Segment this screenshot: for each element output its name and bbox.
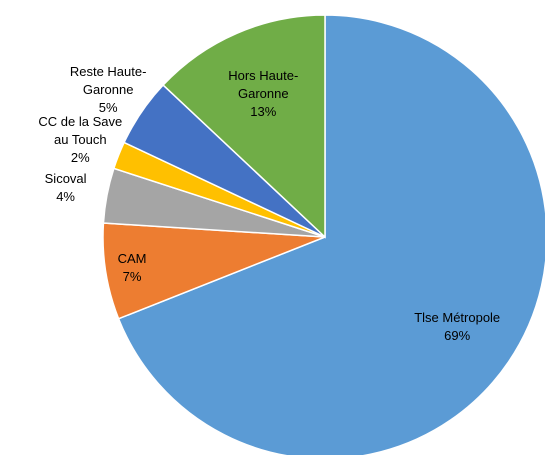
value-label: 13% xyxy=(250,104,277,120)
slice-label: Sicoval 4% xyxy=(16,170,116,206)
value-label: 69% xyxy=(444,327,471,343)
value-label: 4% xyxy=(56,188,75,204)
value-label: 2% xyxy=(70,150,90,166)
category-label: Hors Haute-Garonne xyxy=(228,68,299,102)
slice-label: CAM 7% xyxy=(82,250,182,286)
slice-label: Tlse Métropole 69% xyxy=(407,309,507,345)
slice-label: CC de la Save au Touch 2% xyxy=(30,113,130,167)
category-label: Reste Haute-Garonne xyxy=(69,63,147,97)
pie-slice xyxy=(162,14,326,239)
value-label: 5% xyxy=(98,99,118,115)
slice-label: Reste Haute-Garonne 5% xyxy=(58,63,158,117)
slice-label: Hors Haute-Garonne 13% xyxy=(213,67,313,121)
category-label: Sicoval xyxy=(44,170,87,186)
pie-slice xyxy=(117,14,545,455)
category-label: Tlse Métropole xyxy=(414,309,501,325)
category-label: CAM xyxy=(117,250,147,266)
value-label: 7% xyxy=(122,268,142,284)
category-label: CC de la Save au Touch xyxy=(38,114,123,148)
